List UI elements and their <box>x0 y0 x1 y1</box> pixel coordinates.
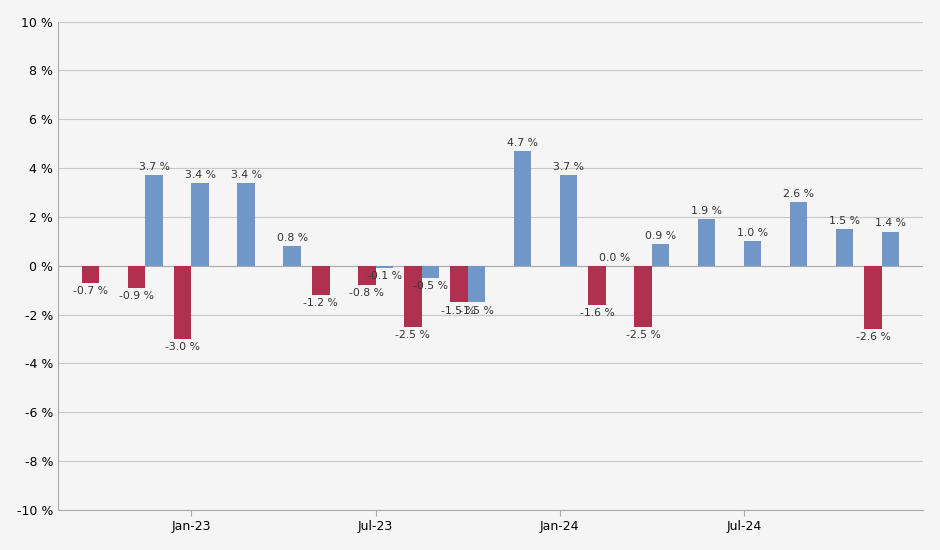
Bar <box>82 266 100 283</box>
Bar <box>376 266 393 268</box>
Text: 0.8 %: 0.8 % <box>276 233 307 243</box>
Bar <box>865 266 882 329</box>
Text: -0.1 %: -0.1 % <box>367 271 401 282</box>
Text: -1.5 %: -1.5 % <box>442 306 477 316</box>
Text: 1.5 %: 1.5 % <box>829 216 860 226</box>
Bar <box>467 266 485 302</box>
Text: -2.5 %: -2.5 % <box>396 330 431 340</box>
Bar <box>358 266 376 285</box>
Bar <box>882 232 900 266</box>
Bar <box>559 175 577 266</box>
Text: -1.5 %: -1.5 % <box>459 306 494 316</box>
Text: 0.9 %: 0.9 % <box>645 230 676 241</box>
Text: 1.9 %: 1.9 % <box>691 206 722 216</box>
Bar <box>146 175 163 266</box>
Bar <box>174 266 192 339</box>
Bar <box>128 266 146 288</box>
Text: 2.6 %: 2.6 % <box>783 189 814 199</box>
Bar <box>588 266 605 305</box>
Bar <box>312 266 330 295</box>
Text: -1.6 %: -1.6 % <box>580 308 615 318</box>
Bar <box>836 229 854 266</box>
Bar <box>450 266 467 302</box>
Text: 4.7 %: 4.7 % <box>507 138 538 148</box>
Bar <box>192 183 209 266</box>
Bar <box>651 244 669 266</box>
Text: -0.8 %: -0.8 % <box>350 289 384 299</box>
Text: 3.7 %: 3.7 % <box>138 162 169 172</box>
Text: 3.4 %: 3.4 % <box>230 169 261 180</box>
Text: -3.0 %: -3.0 % <box>165 342 200 352</box>
Text: 1.0 %: 1.0 % <box>737 228 768 238</box>
Bar <box>513 151 531 266</box>
Bar <box>238 183 255 266</box>
Bar <box>421 266 439 278</box>
Text: 0.0 %: 0.0 % <box>599 252 630 262</box>
Text: -1.2 %: -1.2 % <box>304 298 338 308</box>
Bar <box>744 241 761 266</box>
Text: -0.9 %: -0.9 % <box>119 291 154 301</box>
Text: -0.7 %: -0.7 % <box>73 286 108 296</box>
Bar <box>404 266 421 327</box>
Text: -0.5 %: -0.5 % <box>413 281 447 291</box>
Text: 3.7 %: 3.7 % <box>553 162 584 172</box>
Bar <box>697 219 715 266</box>
Text: 1.4 %: 1.4 % <box>875 218 906 228</box>
Text: -2.6 %: -2.6 % <box>855 332 890 343</box>
Bar <box>790 202 807 266</box>
Bar <box>634 266 651 327</box>
Text: -2.5 %: -2.5 % <box>625 330 661 340</box>
Bar <box>284 246 301 266</box>
Text: 3.4 %: 3.4 % <box>184 169 215 180</box>
